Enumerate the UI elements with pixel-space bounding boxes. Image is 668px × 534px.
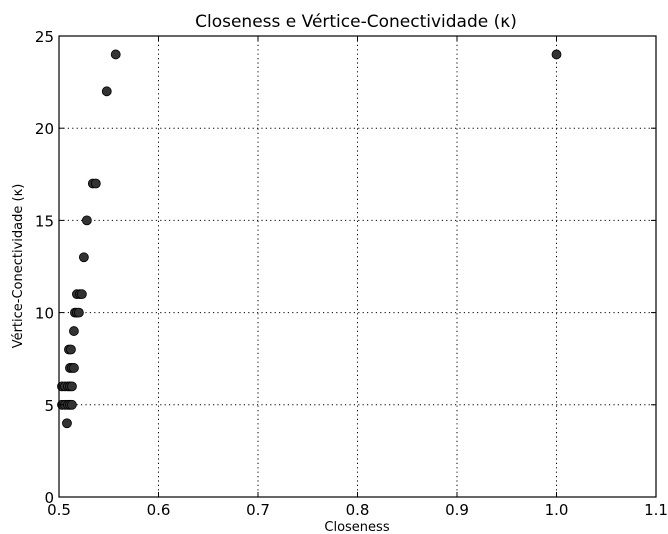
- x-axis-label: Closeness: [324, 520, 389, 534]
- y-tick-label: 0: [44, 489, 54, 507]
- chart-title: Closeness e Vértice-Conectividade (κ): [195, 12, 517, 32]
- data-point: [81, 215, 92, 226]
- axis-ticks: 0.5 0.6 0.7 0.8 0.9 1.0 1.1 0 5 10 15 20 25: [35, 28, 668, 519]
- y-tick-label: 5: [44, 397, 54, 415]
- x-tick-label: 0.7: [246, 501, 270, 519]
- data-point: [78, 252, 89, 263]
- x-tick-label: 1.1: [644, 501, 668, 519]
- x-tick-label: 0.9: [445, 501, 469, 519]
- x-tick-label: 0.5: [47, 501, 71, 519]
- data-point: [90, 178, 101, 189]
- data-point: [69, 363, 79, 373]
- data-point: [67, 381, 77, 392]
- data-point: [67, 399, 77, 410]
- y-tick-label: 20: [35, 120, 54, 138]
- data-point: [74, 307, 84, 318]
- data-point: [110, 49, 121, 60]
- data-point: [69, 326, 79, 336]
- data-point: [76, 289, 87, 300]
- data-point: [66, 344, 76, 355]
- x-tick-label: 0.8: [346, 501, 370, 519]
- x-tick-label: 0.6: [147, 501, 171, 519]
- data-point: [62, 418, 72, 429]
- data-point: [551, 49, 562, 60]
- x-tick-label: 1.0: [545, 501, 569, 519]
- data-point: [101, 86, 112, 97]
- y-tick-label: 25: [35, 28, 54, 46]
- y-axis-label: Vértice-Conectividade (κ): [11, 184, 26, 349]
- y-tick-label: 10: [35, 305, 54, 323]
- y-tick-label: 15: [35, 212, 54, 230]
